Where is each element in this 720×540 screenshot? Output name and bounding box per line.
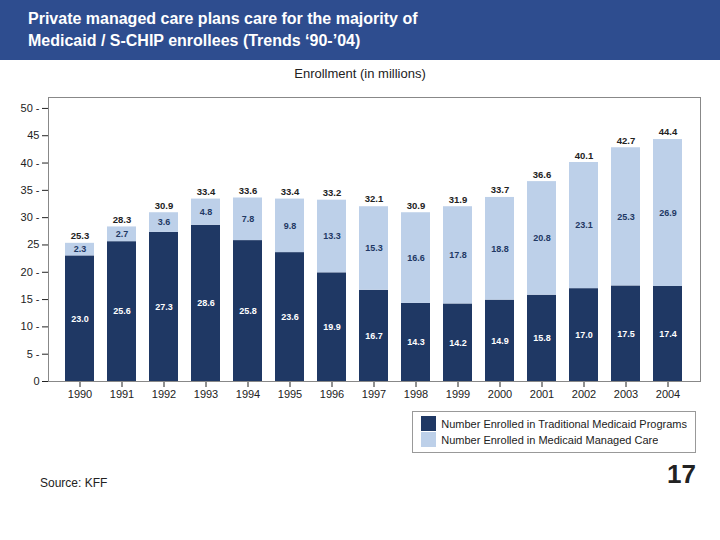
svg-text:1991: 1991 <box>110 388 134 400</box>
svg-text:30.9: 30.9 <box>407 200 426 211</box>
svg-text:35 -: 35 - <box>21 184 40 196</box>
svg-text:25.8: 25.8 <box>239 306 257 316</box>
svg-text:2002: 2002 <box>572 388 596 400</box>
svg-text:4.8: 4.8 <box>200 207 213 217</box>
svg-text:1999: 1999 <box>446 388 470 400</box>
svg-text:16.7: 16.7 <box>365 331 383 341</box>
svg-text:17.0: 17.0 <box>575 330 593 340</box>
svg-text:25.3: 25.3 <box>71 230 90 241</box>
svg-text:9.8: 9.8 <box>284 221 297 231</box>
svg-text:1992: 1992 <box>152 388 176 400</box>
svg-text:36.6: 36.6 <box>533 169 552 180</box>
html-text:Private managed care plans car: Private managed care plans care for the … <box>28 10 418 27</box>
svg-text:17.5: 17.5 <box>617 329 635 339</box>
svg-text:17.8: 17.8 <box>449 250 467 260</box>
svg-text:2004: 2004 <box>656 388 680 400</box>
svg-text:1995: 1995 <box>278 388 302 400</box>
svg-text:23.6: 23.6 <box>281 312 299 322</box>
html-text:17: 17 <box>667 458 696 489</box>
svg-text:14.9: 14.9 <box>491 336 509 346</box>
html-text:Number Enrolled in Medicaid Ma: Number Enrolled in Medicaid Managed Care <box>441 433 659 446</box>
svg-text:40 -: 40 - <box>21 157 40 169</box>
svg-text:42.7: 42.7 <box>617 135 636 146</box>
svg-text:30 -: 30 - <box>21 211 40 223</box>
svg-text:1996: 1996 <box>320 388 344 400</box>
svg-text:20.8: 20.8 <box>533 233 551 243</box>
svg-text:2000: 2000 <box>488 388 512 400</box>
svg-text:33.4: 33.4 <box>197 186 216 197</box>
svg-text:31.9: 31.9 <box>449 194 468 205</box>
svg-text:0: 0 <box>33 375 39 387</box>
svg-text:1998: 1998 <box>404 388 428 400</box>
svg-text:27.3: 27.3 <box>155 302 173 312</box>
svg-text:10 -: 10 - <box>21 320 40 332</box>
svg-text:20 -: 20 - <box>21 266 40 278</box>
svg-text:2003: 2003 <box>614 388 638 400</box>
html-text:Medicaid / S-CHIP enrollees (T: Medicaid / S-CHIP enrollees (Trends ‘90-… <box>28 32 361 49</box>
svg-text:25.6: 25.6 <box>113 306 131 316</box>
svg-text:2.3: 2.3 <box>74 244 87 254</box>
svg-text:19.9: 19.9 <box>323 322 341 332</box>
svg-text:18.8: 18.8 <box>491 244 509 254</box>
svg-text:25: 25 <box>27 238 39 250</box>
svg-text:33.7: 33.7 <box>491 184 510 195</box>
svg-text:25.3: 25.3 <box>617 212 635 222</box>
svg-text:15 -: 15 - <box>21 293 40 305</box>
svg-text:15.8: 15.8 <box>533 333 551 343</box>
svg-text:1997: 1997 <box>362 388 386 400</box>
svg-text:44.4: 44.4 <box>659 126 678 137</box>
svg-text:17.4: 17.4 <box>659 329 677 339</box>
html-text:Enrollment (in millions): Enrollment (in millions) <box>294 66 426 81</box>
svg-text:40.1: 40.1 <box>575 150 594 161</box>
svg-text:14.2: 14.2 <box>449 338 467 348</box>
svg-text:33.4: 33.4 <box>281 186 300 197</box>
svg-text:7.8: 7.8 <box>242 214 255 224</box>
svg-text:23.0: 23.0 <box>71 314 89 324</box>
svg-text:1990: 1990 <box>68 388 92 400</box>
svg-text:1993: 1993 <box>194 388 218 400</box>
svg-text:13.3: 13.3 <box>323 231 341 241</box>
svg-text:50 -: 50 - <box>21 102 40 114</box>
svg-text:14.3: 14.3 <box>407 337 425 347</box>
svg-text:33.6: 33.6 <box>239 185 258 196</box>
svg-text:3.6: 3.6 <box>158 217 171 227</box>
svg-text:33.2: 33.2 <box>323 187 342 198</box>
svg-text:30.9: 30.9 <box>155 200 174 211</box>
html-text:Source: KFF: Source: KFF <box>40 475 108 490</box>
svg-text:15.3: 15.3 <box>365 243 383 253</box>
svg-text:2001: 2001 <box>530 388 554 400</box>
svg-text:1994: 1994 <box>236 388 260 400</box>
html-text:Number Enrolled in Traditional: Number Enrolled in Traditional Medicaid … <box>441 417 687 430</box>
svg-text:26.9: 26.9 <box>659 208 677 218</box>
svg-text:23.1: 23.1 <box>575 220 593 230</box>
svg-text:2.7: 2.7 <box>116 229 129 239</box>
svg-text:45: 45 <box>27 129 39 141</box>
svg-text:28.6: 28.6 <box>197 298 215 308</box>
svg-text:28.3: 28.3 <box>113 214 132 225</box>
svg-text:32.1: 32.1 <box>365 193 384 204</box>
svg-text:16.6: 16.6 <box>407 253 425 263</box>
svg-text:5 -: 5 - <box>27 348 40 360</box>
